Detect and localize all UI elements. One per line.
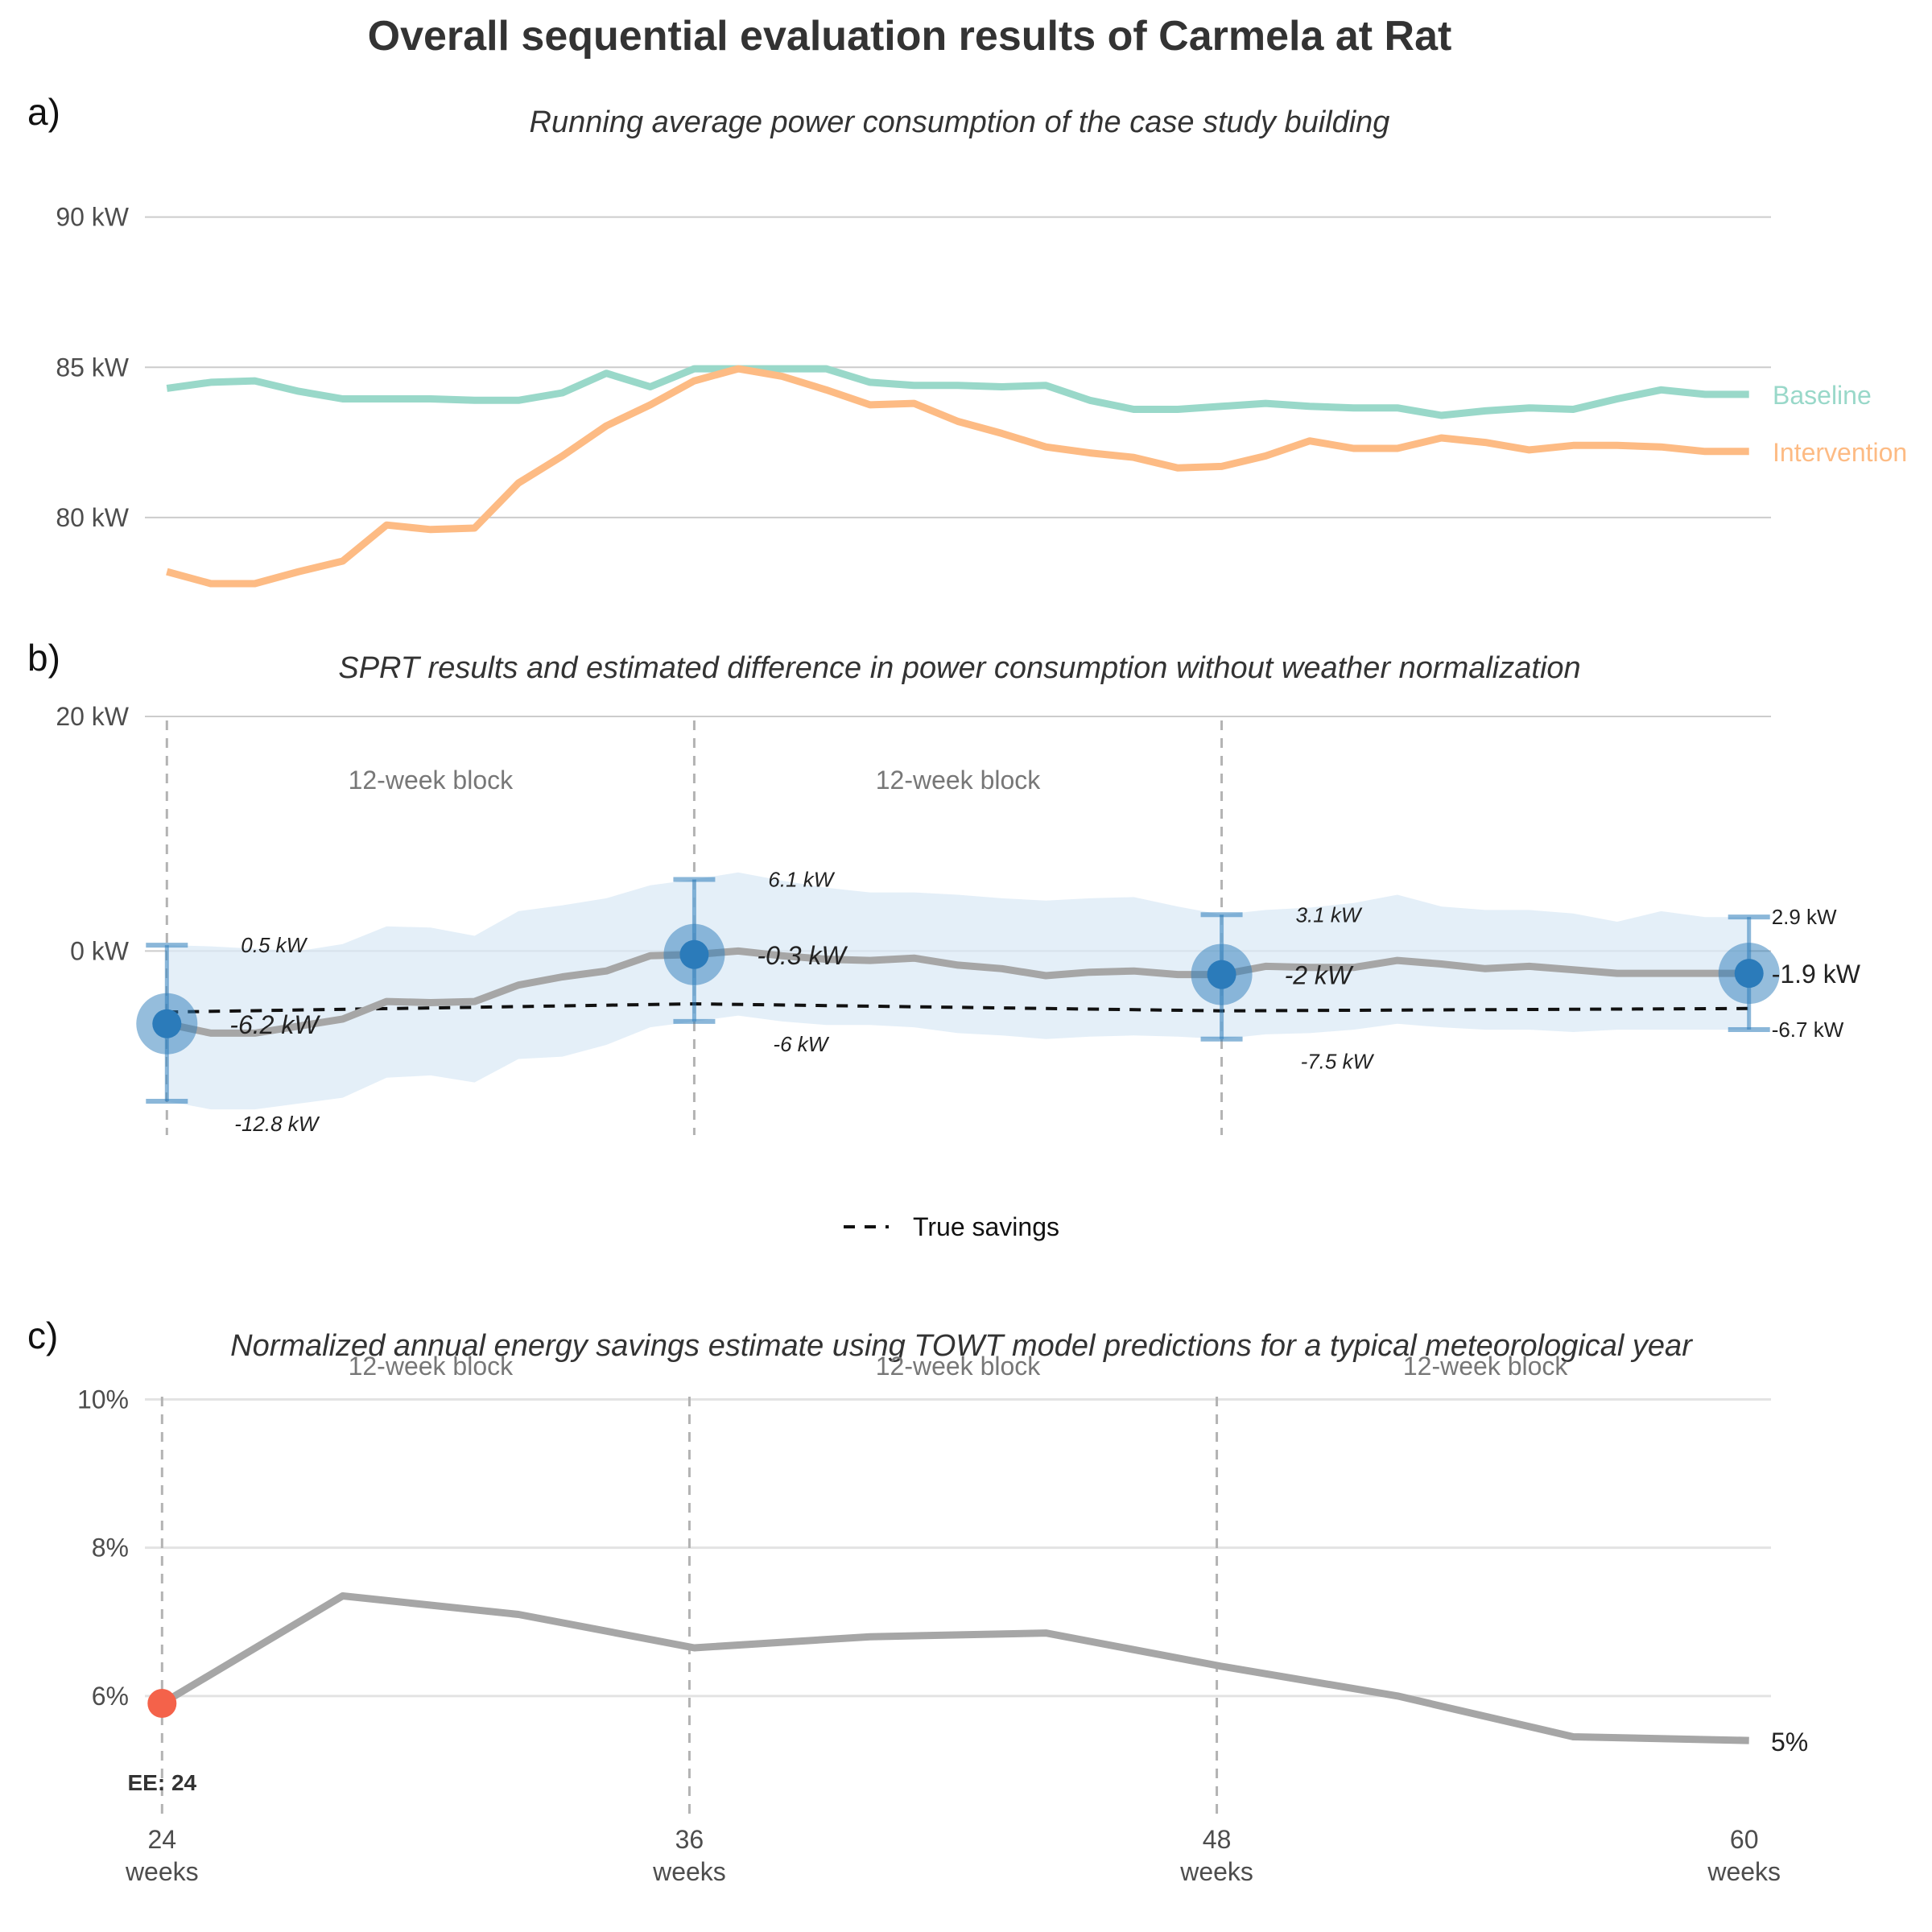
x-tick-label: 60 bbox=[1730, 1825, 1759, 1854]
y-tick-label: 0 kW bbox=[70, 936, 130, 965]
lower-ci-label: -6 kW bbox=[773, 1032, 829, 1056]
series-line-intervention bbox=[166, 365, 1749, 588]
x-tick-unit: weeks bbox=[125, 1857, 199, 1886]
estimate-line bbox=[166, 947, 1749, 1037]
panel-c-subtitle: Normalized annual energy savings estimat… bbox=[230, 1329, 1693, 1363]
series-label-baseline: Baseline bbox=[1773, 381, 1872, 410]
figure-title: Overall sequential evaluation results of… bbox=[368, 13, 1452, 60]
panel-c-label: c) bbox=[27, 1315, 58, 1356]
ee-label: EE: 24 bbox=[127, 1770, 196, 1795]
y-tick-label: 20 kW bbox=[56, 702, 129, 731]
upper-ci-label: 3.1 kW bbox=[1296, 902, 1363, 927]
estimate-point bbox=[1734, 959, 1764, 989]
estimate-label: -1.9 kW bbox=[1772, 960, 1861, 989]
y-tick-label: 6% bbox=[92, 1682, 129, 1711]
panel-a: a) Running average power consumption of … bbox=[27, 91, 1907, 588]
block-label: 12-week block bbox=[349, 1352, 514, 1381]
x-tick-unit: weeks bbox=[652, 1857, 726, 1886]
x-tick-unit: weeks bbox=[1179, 1857, 1253, 1886]
estimate-point bbox=[679, 939, 709, 969]
panel-a-label: a) bbox=[27, 91, 60, 133]
block-label: 12-week block bbox=[876, 1352, 1042, 1381]
end-value-label: 5% bbox=[1771, 1728, 1808, 1757]
panel-a-y-axis: 80 kW 85 kW 90 kW bbox=[56, 203, 129, 532]
panel-b-y-axis: 0 kW 20 kW bbox=[56, 702, 129, 965]
lower-ci-label: -6.7 kW bbox=[1772, 1018, 1844, 1042]
y-tick-label: 10% bbox=[77, 1385, 129, 1414]
estimate-point bbox=[152, 1009, 182, 1038]
block-label: 12-week block bbox=[876, 766, 1042, 795]
panel-b: b) SPRT results and estimated difference… bbox=[27, 637, 1861, 1241]
ee-point bbox=[147, 1689, 177, 1719]
panel-c: c) Normalized annual energy savings esti… bbox=[27, 1315, 1808, 1886]
series-line-baseline bbox=[166, 365, 1749, 419]
estimate-label: -0.3 kW bbox=[757, 941, 848, 970]
estimate-point bbox=[1207, 960, 1236, 989]
panel-c-x-axis: 24 weeks 36 weeks 48 weeks 60 weeks bbox=[125, 1825, 1781, 1886]
confidence-band bbox=[167, 872, 1749, 1110]
panel-c-y-axis: 6% 8% 10% bbox=[77, 1385, 129, 1710]
x-tick-label: 24 bbox=[148, 1825, 177, 1854]
block-label: 12-week block bbox=[1403, 1352, 1569, 1381]
series-label-intervention: Intervention bbox=[1773, 438, 1907, 467]
panel-a-grid bbox=[145, 216, 1771, 518]
panel-a-series: Baseline Intervention bbox=[166, 365, 1907, 588]
savings-line bbox=[159, 1592, 1749, 1744]
panel-b-legend: True savings bbox=[844, 1212, 1059, 1241]
x-tick-unit: weeks bbox=[1707, 1857, 1781, 1886]
estimate-label: -2 kW bbox=[1285, 961, 1354, 990]
lower-ci-label: -7.5 kW bbox=[1301, 1050, 1375, 1074]
y-tick-label: 80 kW bbox=[56, 503, 129, 532]
panel-b-marks: -6.2 kW 0.5 kW -12.8 kW -0.3 kW 6.1 kW -6 kW -… bbox=[136, 868, 1861, 1136]
panel-c-marks: EE: 24 5% bbox=[127, 1592, 1808, 1795]
y-tick-label: 90 kW bbox=[56, 203, 129, 232]
panel-b-subtitle: SPRT results and estimated difference in… bbox=[338, 651, 1580, 685]
upper-ci-label: 6.1 kW bbox=[768, 868, 835, 892]
block-label: 12-week block bbox=[349, 766, 514, 795]
panel-a-subtitle: Running average power consumption of the… bbox=[530, 105, 1390, 139]
x-tick-label: 48 bbox=[1203, 1825, 1232, 1854]
panel-b-label: b) bbox=[27, 637, 60, 679]
upper-ci-label: 0.5 kW bbox=[241, 933, 308, 957]
legend-true-savings-label: True savings bbox=[913, 1212, 1059, 1241]
lower-ci-label: -12.8 kW bbox=[234, 1112, 320, 1136]
x-tick-label: 36 bbox=[675, 1825, 704, 1854]
y-tick-label: 8% bbox=[92, 1534, 129, 1563]
estimate-label: -6.2 kW bbox=[229, 1010, 320, 1039]
y-tick-label: 85 kW bbox=[56, 353, 129, 382]
upper-ci-label: 2.9 kW bbox=[1772, 905, 1837, 929]
panel-c-grid: 12-week block 12-week block 12-week block bbox=[145, 1352, 1771, 1815]
